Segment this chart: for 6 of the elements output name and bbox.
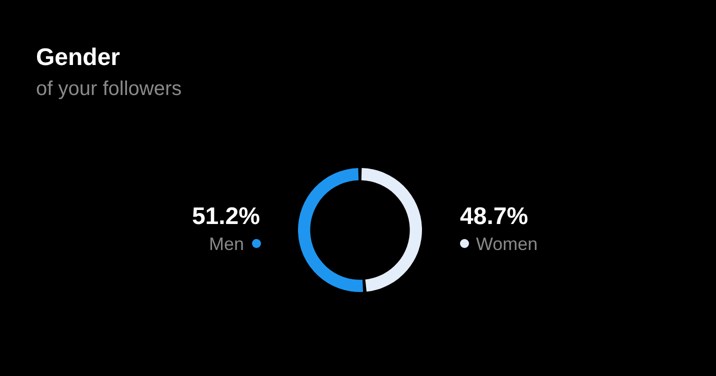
chart-subtitle: of your followers [36,78,182,101]
chart-title: Gender [36,44,120,72]
data-label: 48.7% [460,203,528,230]
legend-label: Women [476,234,538,254]
data-label: 51.2% [192,203,260,230]
slice-label: Men [208,234,244,254]
